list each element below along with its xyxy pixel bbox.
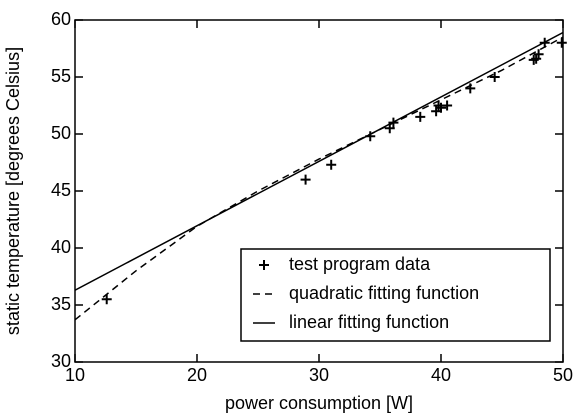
data-point xyxy=(415,111,426,122)
data-point xyxy=(384,123,395,134)
data-point xyxy=(556,37,567,48)
y-axis-label: static temperature [degrees Celsius] xyxy=(3,47,23,335)
y-tick-label: 40 xyxy=(51,237,71,257)
fit-line xyxy=(75,31,563,291)
legend-label: quadratic fitting function xyxy=(289,283,479,303)
y-tick-label: 50 xyxy=(51,123,71,143)
x-axis-label: power consumption [W] xyxy=(225,393,413,413)
data-point xyxy=(436,102,446,113)
data-point xyxy=(489,72,500,82)
y-tick-label: 55 xyxy=(51,66,71,86)
data-point xyxy=(101,294,112,305)
x-tick-label: 50 xyxy=(553,365,573,385)
x-tick-label: 10 xyxy=(65,365,85,385)
x-tick-label: 40 xyxy=(431,365,451,385)
legend-box xyxy=(240,248,551,342)
y-tick-label: 60 xyxy=(51,9,71,29)
legend-label: test program data xyxy=(289,254,431,274)
legend-label: linear fitting function xyxy=(289,312,449,332)
data-point xyxy=(300,174,311,185)
data-point xyxy=(326,159,337,170)
data-point xyxy=(533,49,544,60)
y-tick-label: 35 xyxy=(51,294,71,314)
x-tick-label: 20 xyxy=(187,365,207,385)
data-point xyxy=(442,100,453,111)
plot-frame xyxy=(74,19,564,363)
data-point xyxy=(528,54,539,65)
x-tick-label: 30 xyxy=(309,365,329,385)
data-point xyxy=(531,53,542,64)
fit-line xyxy=(75,36,563,321)
data-point xyxy=(259,260,269,270)
y-tick-label: 30 xyxy=(51,351,71,371)
y-tick-label: 45 xyxy=(51,180,71,200)
